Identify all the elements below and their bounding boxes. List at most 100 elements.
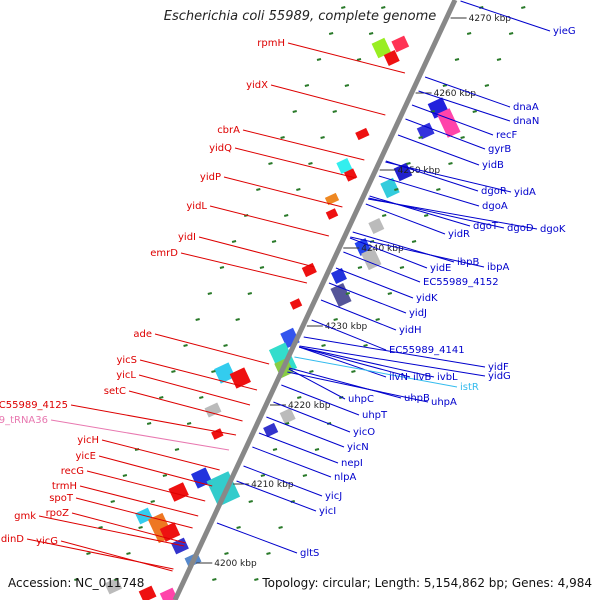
gene-label: yicS [116, 355, 137, 366]
tick-mark [224, 552, 229, 555]
genome-summary: Topology: circular; Length: 5,154,862 bp… [262, 576, 592, 590]
leader-line [335, 267, 414, 299]
gene-label: gmk [14, 511, 36, 522]
kbp-label: 4200 kbp [214, 559, 257, 569]
leader-line [385, 161, 512, 193]
tick-mark [508, 32, 514, 35]
leader-line [298, 346, 387, 378]
gene-label: rpoZ [46, 508, 70, 519]
tick-mark [436, 188, 441, 191]
gene-label: yicN [347, 442, 369, 453]
gene-feature [330, 282, 352, 308]
leader-line [270, 84, 386, 116]
gene-label: uhpT [362, 410, 388, 421]
gene-feature [436, 108, 461, 138]
tick-mark [207, 292, 213, 295]
gene-label: uhpB [404, 393, 430, 404]
tick-mark [418, 136, 423, 139]
leader-line [298, 346, 411, 378]
leader-line [287, 371, 429, 403]
leader-line [273, 401, 351, 433]
tick-mark [296, 188, 301, 191]
leader-line [101, 439, 220, 471]
leader-line [281, 384, 360, 416]
gene-feature [289, 298, 303, 310]
tick-mark [248, 500, 253, 503]
tick-mark [320, 136, 325, 139]
gene-label: nlpA [334, 472, 356, 483]
gene-label: setC [104, 386, 126, 397]
gene-label: yicO [353, 427, 375, 438]
leader-line [378, 175, 480, 207]
tick-mark [278, 526, 283, 529]
gene-feature [391, 35, 410, 53]
leader-line [287, 42, 406, 74]
tick-mark [341, 6, 346, 9]
tick-mark [219, 266, 225, 269]
tick-mark [357, 266, 363, 269]
gene-label: EC55989_tRNA36 [0, 415, 48, 426]
tick-mark [186, 422, 192, 425]
gene-feature [380, 177, 400, 199]
tick-mark [223, 344, 228, 347]
tick-mark [411, 240, 417, 243]
leader-line [242, 129, 365, 161]
tick-mark [381, 6, 386, 9]
leader-line [75, 497, 193, 529]
gene-label: rpmH [257, 38, 285, 49]
backbone-ticks [74, 6, 526, 581]
tick-mark [74, 578, 79, 581]
gene-label: yicI [319, 506, 336, 517]
tick-mark [280, 136, 285, 139]
tick-mark [212, 578, 217, 581]
leader-line [365, 203, 446, 235]
gene-feature [229, 367, 251, 389]
label-leaders [26, 0, 551, 572]
leader-line [138, 374, 251, 406]
gene-label: emrD [150, 248, 178, 259]
leader-line [258, 432, 339, 464]
tick-mark [406, 162, 411, 165]
gene-label: yidI [178, 232, 196, 243]
tick-mark [199, 396, 204, 399]
gene-label: EC55989_4152 [423, 277, 499, 288]
gene-label: yidK [416, 293, 438, 304]
gene-label: dgoK [540, 224, 566, 235]
tick-mark [460, 136, 465, 139]
leader-line [368, 198, 538, 230]
tick-mark [448, 162, 453, 165]
tick-mark [309, 370, 314, 373]
gene-label: ade [133, 329, 152, 340]
leader-line [38, 515, 185, 547]
tick-mark [98, 526, 103, 529]
tick-mark [442, 84, 448, 87]
leader-line [405, 118, 486, 150]
gene-label: trmH [52, 481, 77, 492]
tick-mark [138, 526, 143, 529]
tick-mark [292, 110, 297, 113]
gene-label: yidL [186, 201, 207, 212]
tick-mark [283, 214, 289, 217]
tick-mark [381, 214, 387, 217]
tick-mark [484, 84, 490, 87]
leader-line [349, 237, 428, 269]
gene-feature [331, 268, 347, 284]
gene-label: yicG [36, 536, 58, 547]
tick-mark [297, 396, 302, 399]
leader-line [236, 480, 317, 512]
tick-mark [272, 448, 278, 451]
tick-mark [368, 32, 374, 35]
leader-line [397, 134, 480, 166]
gene-label: istR [460, 382, 479, 393]
accession-text: Accession: NC_011748 [8, 576, 145, 590]
gene-feature [324, 192, 340, 206]
leader-line [411, 104, 494, 136]
gene-label: yidP [200, 172, 221, 183]
tick-mark [266, 552, 271, 555]
tick-mark [231, 240, 237, 243]
gene-label: yicL [116, 370, 136, 381]
gene-label: yidF [488, 362, 509, 373]
tick-mark [466, 32, 472, 35]
feature-boxes [104, 35, 461, 600]
